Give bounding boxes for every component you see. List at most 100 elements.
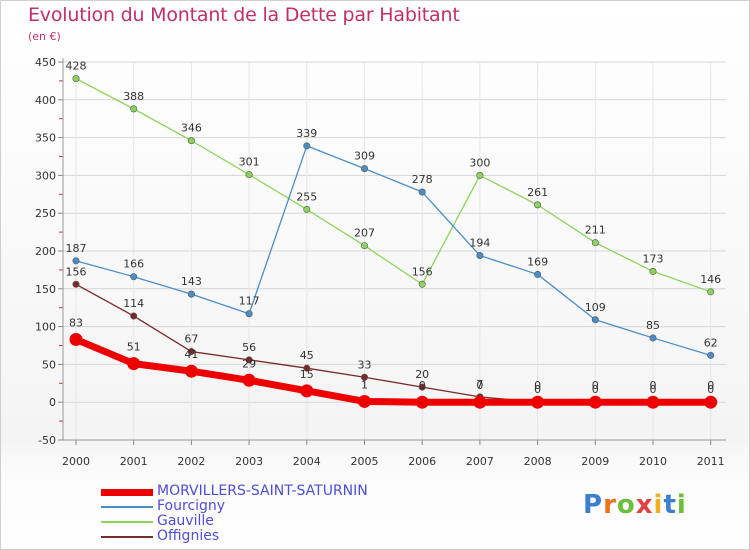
data-point-series-2 xyxy=(707,288,715,296)
series-lines xyxy=(69,75,718,409)
x-tick-label: 2005 xyxy=(351,455,379,468)
logo-letter: r xyxy=(603,490,617,520)
data-label-series-0: 1 xyxy=(361,378,368,391)
data-point-series-3 xyxy=(245,356,253,364)
data-label-series-2: 346 xyxy=(181,122,202,135)
data-label-series-3: 0 xyxy=(650,383,657,396)
logo-letter: i xyxy=(653,490,664,520)
chart-subtitle: (en €) xyxy=(28,30,61,43)
data-point-series-0 xyxy=(69,332,83,346)
data-label-series-2: 211 xyxy=(585,224,606,237)
legend-label: Fourcigny xyxy=(157,498,226,514)
data-point-series-3 xyxy=(303,364,311,372)
data-label-series-2: 173 xyxy=(643,252,664,265)
logo-letter: x xyxy=(635,490,654,520)
data-label-series-2: 146 xyxy=(700,273,721,286)
data-label-series-1: 194 xyxy=(469,237,490,250)
data-point-series-0 xyxy=(588,395,602,409)
x-tick-label: 2000 xyxy=(62,455,90,468)
data-point-series-1 xyxy=(649,334,657,342)
data-label-series-0: 0 xyxy=(419,379,426,392)
chart-title: Evolution du Montant de la Dette par Hab… xyxy=(28,4,460,26)
data-label-series-3: 20 xyxy=(415,368,429,381)
data-label-series-3: 0 xyxy=(592,383,599,396)
data-point-series-2 xyxy=(418,280,426,288)
y-tick-label: 300 xyxy=(35,169,56,182)
y-tick-label: 150 xyxy=(35,283,56,296)
y-tick-label: 0 xyxy=(49,396,56,409)
data-label-series-1: 117 xyxy=(239,295,260,308)
x-tick-label: 2008 xyxy=(524,455,552,468)
data-label-series-1: 278 xyxy=(412,173,433,186)
data-point-series-2 xyxy=(245,171,253,179)
legend-label: Gauville xyxy=(157,513,214,529)
x-tick-label: 2006 xyxy=(408,455,436,468)
data-label-series-0: 29 xyxy=(242,357,256,370)
data-point-series-0 xyxy=(242,373,256,387)
data-point-series-0 xyxy=(704,395,718,409)
data-point-series-1 xyxy=(187,290,195,298)
data-label-series-0: 41 xyxy=(184,348,198,361)
y-tick-label: -50 xyxy=(38,434,56,447)
data-label-series-1: 309 xyxy=(354,150,375,163)
x-tick-label: 2007 xyxy=(466,455,494,468)
data-label-series-3: 56 xyxy=(242,341,256,354)
data-point-series-0 xyxy=(184,364,198,378)
series-line-3 xyxy=(75,283,712,403)
y-tick-label: 50 xyxy=(42,358,56,371)
data-point-series-1 xyxy=(303,142,311,150)
data-point-series-3 xyxy=(72,280,80,288)
y-tick-label: 250 xyxy=(35,207,56,220)
y-tick-label: 200 xyxy=(35,245,56,258)
data-label-series-0: 0 xyxy=(592,379,599,392)
legend-label: Offignies xyxy=(157,528,220,544)
data-label-series-2: 156 xyxy=(412,265,433,278)
logo-letter: i xyxy=(676,490,687,520)
data-point-series-2 xyxy=(476,171,484,179)
data-label-series-1: 143 xyxy=(181,275,202,288)
data-label-series-3: 114 xyxy=(123,297,144,310)
data-point-series-0 xyxy=(300,384,314,398)
data-label-series-1: 187 xyxy=(66,242,87,255)
data-point-series-1 xyxy=(72,257,80,265)
data-label-series-0: 15 xyxy=(300,368,314,381)
y-tick-label: 350 xyxy=(35,132,56,145)
data-label-series-0: 0 xyxy=(534,379,541,392)
data-label-series-2: 255 xyxy=(296,190,317,203)
data-point-series-0 xyxy=(415,395,429,409)
data-label-series-2: 300 xyxy=(469,156,490,169)
legend-label: MORVILLERS-SAINT-SATURNIN xyxy=(157,483,368,499)
data-labels: 4283883463012552071563002612111731461871… xyxy=(66,60,722,397)
data-point-series-0 xyxy=(127,357,141,371)
data-point-series-1 xyxy=(245,310,253,318)
data-label-series-3: 45 xyxy=(300,349,314,362)
data-label-series-2: 207 xyxy=(354,227,375,240)
data-label-series-3: 0 xyxy=(707,383,714,396)
data-point-series-2 xyxy=(187,137,195,145)
proxiti-logo: Proxiti xyxy=(583,490,687,520)
data-label-series-2: 261 xyxy=(527,186,548,199)
logo-letter: P xyxy=(583,490,604,520)
data-label-series-1: 169 xyxy=(527,255,548,268)
data-label-series-3: 7 xyxy=(476,378,483,391)
data-label-series-0: 0 xyxy=(476,379,483,392)
data-point-series-2 xyxy=(360,242,368,250)
data-label-series-2: 388 xyxy=(123,90,144,103)
data-label-series-0: 0 xyxy=(650,379,657,392)
y-tick-label: 450 xyxy=(35,56,56,69)
data-label-series-2: 301 xyxy=(239,156,260,169)
data-point-series-1 xyxy=(418,188,426,196)
legend-swatch xyxy=(101,506,153,508)
series-line-0 xyxy=(72,335,715,406)
data-point-series-2 xyxy=(303,205,311,213)
data-point-series-3 xyxy=(360,373,368,381)
data-point-series-0 xyxy=(531,395,545,409)
data-point-series-1 xyxy=(534,270,542,278)
data-label-series-1: 166 xyxy=(123,258,144,271)
x-tick-label: 2001 xyxy=(120,455,148,468)
data-label-series-3: 156 xyxy=(66,265,87,278)
x-tick-label: 2011 xyxy=(697,455,725,468)
data-label-series-0: 51 xyxy=(127,341,141,354)
